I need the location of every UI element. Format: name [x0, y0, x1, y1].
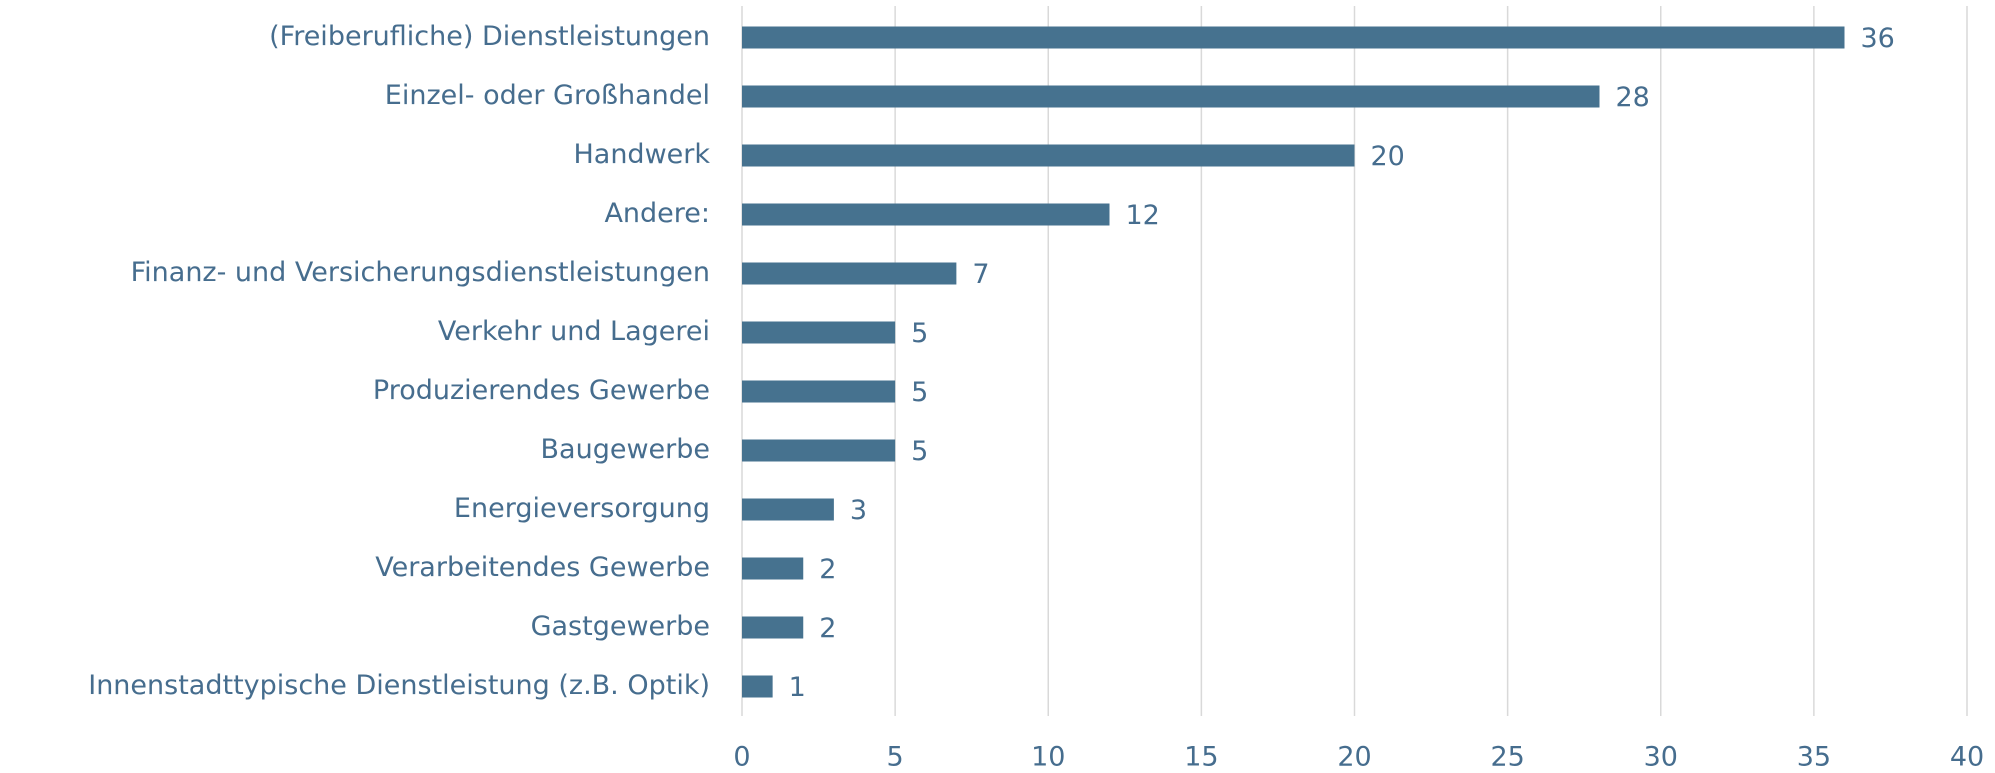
data-label: 1 — [789, 672, 806, 703]
x-tick-label: 25 — [1490, 742, 1524, 773]
x-tick-label: 30 — [1644, 742, 1678, 773]
bar — [742, 144, 1355, 167]
y-tick-label: Andere: — [604, 198, 710, 229]
y-tick-label: Baugewerbe — [541, 434, 710, 465]
x-tick-label: 40 — [1950, 742, 1984, 773]
bar — [742, 26, 1845, 49]
bar — [742, 675, 773, 698]
bar — [742, 557, 804, 580]
x-tick-label: 10 — [1031, 742, 1065, 773]
data-label: 5 — [911, 318, 928, 349]
data-label: 2 — [819, 554, 836, 585]
x-tick-label: 15 — [1184, 742, 1218, 773]
bar — [742, 262, 957, 285]
bar — [742, 85, 1600, 108]
x-tick-label: 0 — [733, 742, 750, 773]
bar — [742, 203, 1110, 226]
y-tick-label: (Freiberufliche) Dienstleistungen — [269, 21, 710, 52]
bar — [742, 498, 834, 521]
y-tick-label: Gastgewerbe — [531, 611, 710, 642]
data-label: 12 — [1126, 200, 1160, 231]
bar — [742, 380, 896, 403]
bar — [742, 439, 896, 462]
y-tick-label: Innenstadttypische Dienstleistung (z.B. … — [88, 670, 710, 701]
data-label: 5 — [911, 436, 928, 467]
y-tick-label: Produzierendes Gewerbe — [373, 375, 710, 406]
x-tick-label: 5 — [887, 742, 904, 773]
y-tick-label: Verarbeitendes Gewerbe — [375, 552, 710, 583]
data-label: 28 — [1616, 82, 1650, 113]
data-label: 3 — [850, 495, 867, 526]
bar — [742, 321, 896, 344]
y-tick-label: Energieversorgung — [454, 493, 710, 524]
y-tick-label: Verkehr und Lagerei — [438, 316, 710, 347]
data-label: 36 — [1861, 23, 1895, 54]
x-tick-label: 35 — [1797, 742, 1831, 773]
data-label: 2 — [819, 613, 836, 644]
y-tick-label: Handwerk — [573, 139, 710, 170]
data-label: 20 — [1371, 141, 1405, 172]
x-tick-label: 20 — [1337, 742, 1371, 773]
bar — [742, 616, 804, 639]
y-tick-label: Einzel- oder Großhandel — [385, 80, 710, 111]
data-label: 7 — [972, 259, 989, 290]
data-label: 5 — [911, 377, 928, 408]
y-tick-label: Finanz- und Versicherungsdienstleistunge… — [131, 257, 710, 288]
